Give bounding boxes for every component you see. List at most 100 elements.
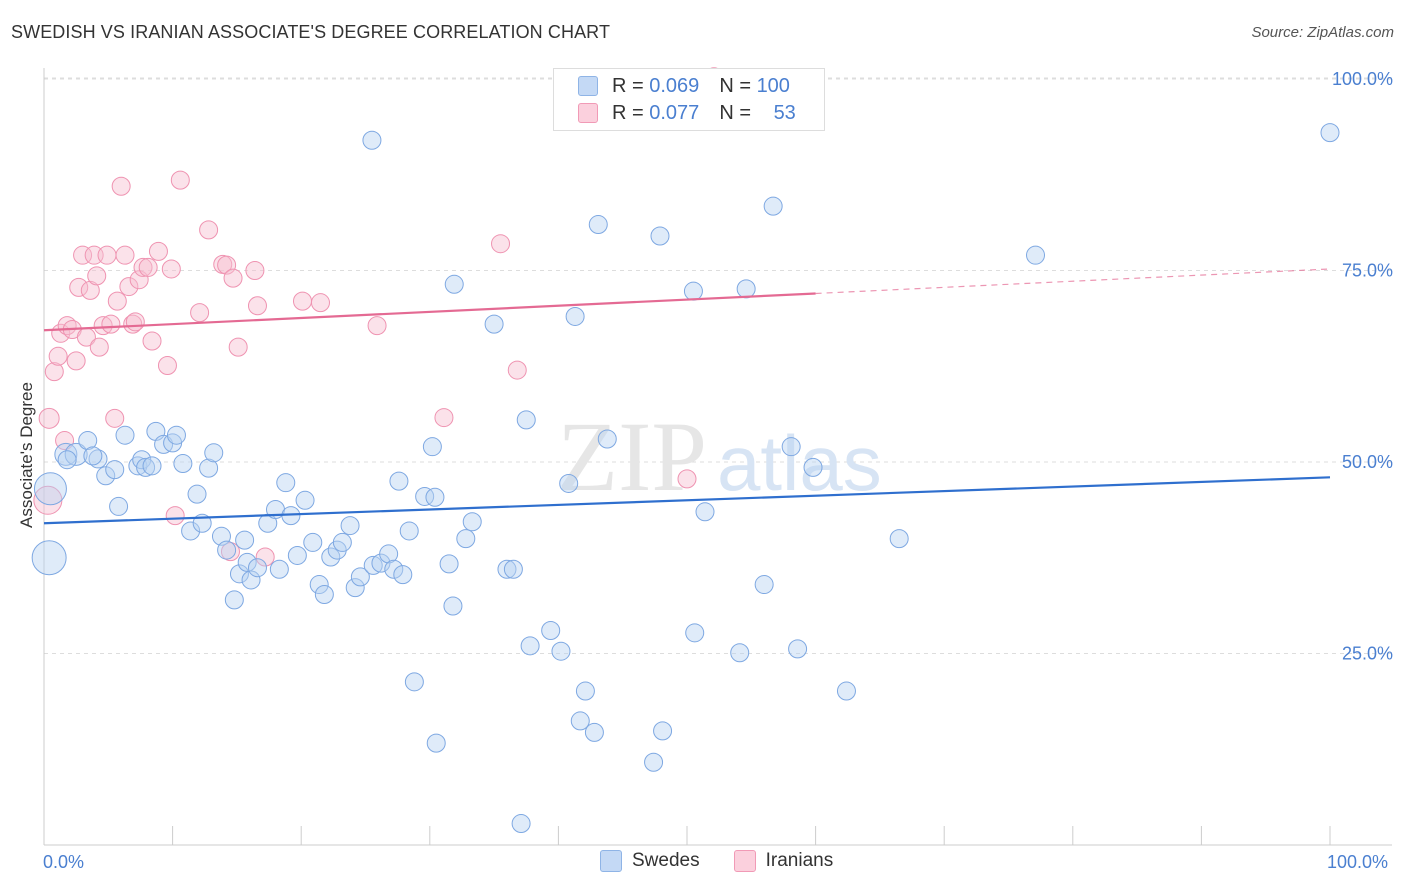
swedes-point: [644, 752, 664, 772]
swedes-point: [730, 643, 750, 663]
iranians-legend-swatch: [733, 850, 756, 872]
swedes-point: [650, 226, 670, 246]
swedes-point: [332, 532, 352, 552]
swedes-point: [497, 559, 517, 579]
iranians-point: [48, 346, 68, 366]
swedes-point: [83, 446, 103, 466]
swedes-point: [287, 545, 307, 565]
swedes-point: [559, 473, 579, 493]
swedes-point: [575, 681, 595, 701]
x-axis-max-label: 100.0%: [1327, 852, 1389, 872]
iranians-point: [507, 360, 527, 380]
swedes-point: [389, 471, 409, 491]
iranians-point: [165, 506, 185, 526]
axes: [43, 68, 1392, 846]
legend-label-iranians: Iranians: [765, 850, 834, 871]
swedes-point: [295, 490, 315, 510]
swedes-point: [88, 449, 108, 469]
swedes-point: [181, 521, 201, 541]
swedes-point: [31, 540, 67, 576]
legend-r-label: R =: [612, 101, 644, 124]
y-axis-title: Associate's Degree: [17, 382, 36, 528]
watermark-atlas: atlas: [717, 419, 882, 507]
swedes-point: [597, 429, 617, 449]
legend-n-value: 100: [756, 74, 790, 97]
swedes-point: [588, 215, 608, 235]
swedes-point: [565, 306, 585, 326]
swedes-point: [426, 733, 446, 753]
swedes-point: [511, 814, 531, 834]
swedes-swatch: [578, 76, 598, 96]
swedes-point: [425, 487, 445, 507]
swedes-legend-swatch: [600, 850, 622, 872]
swedes-point: [685, 623, 705, 643]
swedes-point: [309, 575, 329, 595]
legend-n-value: 53: [773, 101, 796, 124]
swedes-point: [520, 636, 540, 656]
swedes-point: [781, 437, 801, 457]
swedes-point: [199, 458, 219, 478]
swedes-trend-line: [43, 476, 1331, 525]
swedes-point: [105, 460, 125, 480]
swedes-point: [217, 540, 237, 560]
swedes-point: [754, 575, 774, 595]
trend-lines: [43, 268, 1331, 525]
watermark-zip: ZIP: [557, 401, 707, 512]
swedes-point: [462, 512, 482, 532]
swedes-point: [551, 641, 571, 661]
swedes-points: [31, 123, 1340, 834]
swedes-point: [836, 681, 856, 701]
iranians-point: [89, 337, 109, 357]
swedes-point: [736, 279, 756, 299]
swedes-point: [516, 410, 536, 430]
swedes-point: [166, 425, 186, 445]
legend-r-value: 0.069: [649, 74, 700, 97]
swedes-point: [415, 486, 435, 506]
legend-n-label: N =: [719, 101, 751, 124]
iranians-point: [170, 170, 190, 190]
swedes-point: [247, 558, 267, 578]
iranians-trend-line: [43, 292, 816, 332]
iranians-point: [119, 277, 139, 297]
swedes-point: [345, 578, 365, 598]
y-tick-label: 100.0%: [1332, 69, 1393, 89]
iranians-point: [245, 261, 265, 280]
iranians-point: [107, 291, 127, 311]
iranians-point: [87, 266, 107, 286]
swedes-point: [57, 450, 77, 470]
y-tick-label: 50.0%: [1342, 452, 1393, 472]
swedes-point: [484, 314, 504, 334]
swedes-point: [393, 565, 413, 585]
legend-r-value: 0.077: [649, 101, 700, 124]
swedes-point: [204, 443, 224, 463]
iranians-point: [105, 408, 125, 428]
swedes-point: [439, 554, 459, 574]
iranians-point: [125, 312, 145, 332]
iranians-point: [142, 331, 162, 351]
y-tick-label: 75.0%: [1342, 261, 1393, 281]
iranians-point: [101, 314, 121, 334]
iranians-point: [138, 257, 158, 277]
swedes-point: [803, 457, 823, 477]
series-legend: Swedes Iranians: [600, 850, 867, 872]
legend-n-label: N =: [719, 74, 751, 97]
iranians-point: [247, 296, 267, 316]
swedes-point: [541, 621, 561, 641]
swedes-point: [136, 457, 156, 477]
swedes-point: [695, 502, 715, 522]
iranians-point: [38, 407, 60, 429]
iranians-trend-extension: [815, 268, 1331, 295]
swedes-point: [54, 442, 78, 466]
iranians-point: [97, 245, 117, 265]
iranians-point: [292, 291, 312, 311]
iranians-point: [310, 293, 330, 313]
swedes-point: [142, 456, 162, 476]
iranians-point: [115, 245, 135, 265]
y-tick-label: 25.0%: [1342, 644, 1393, 664]
iranians-point: [434, 408, 454, 428]
y-tick-labels: 25.0% 50.0% 75.0% 100.0%: [1332, 69, 1393, 664]
watermark: ZIP atlas: [557, 401, 882, 512]
iranians-point: [111, 176, 131, 196]
legend-row-iranians: R = 0.077 N = 53: [578, 100, 796, 126]
